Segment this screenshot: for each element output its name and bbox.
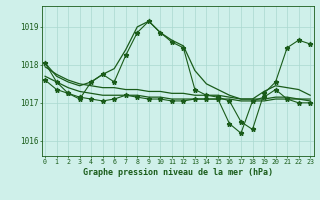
- X-axis label: Graphe pression niveau de la mer (hPa): Graphe pression niveau de la mer (hPa): [83, 168, 273, 177]
